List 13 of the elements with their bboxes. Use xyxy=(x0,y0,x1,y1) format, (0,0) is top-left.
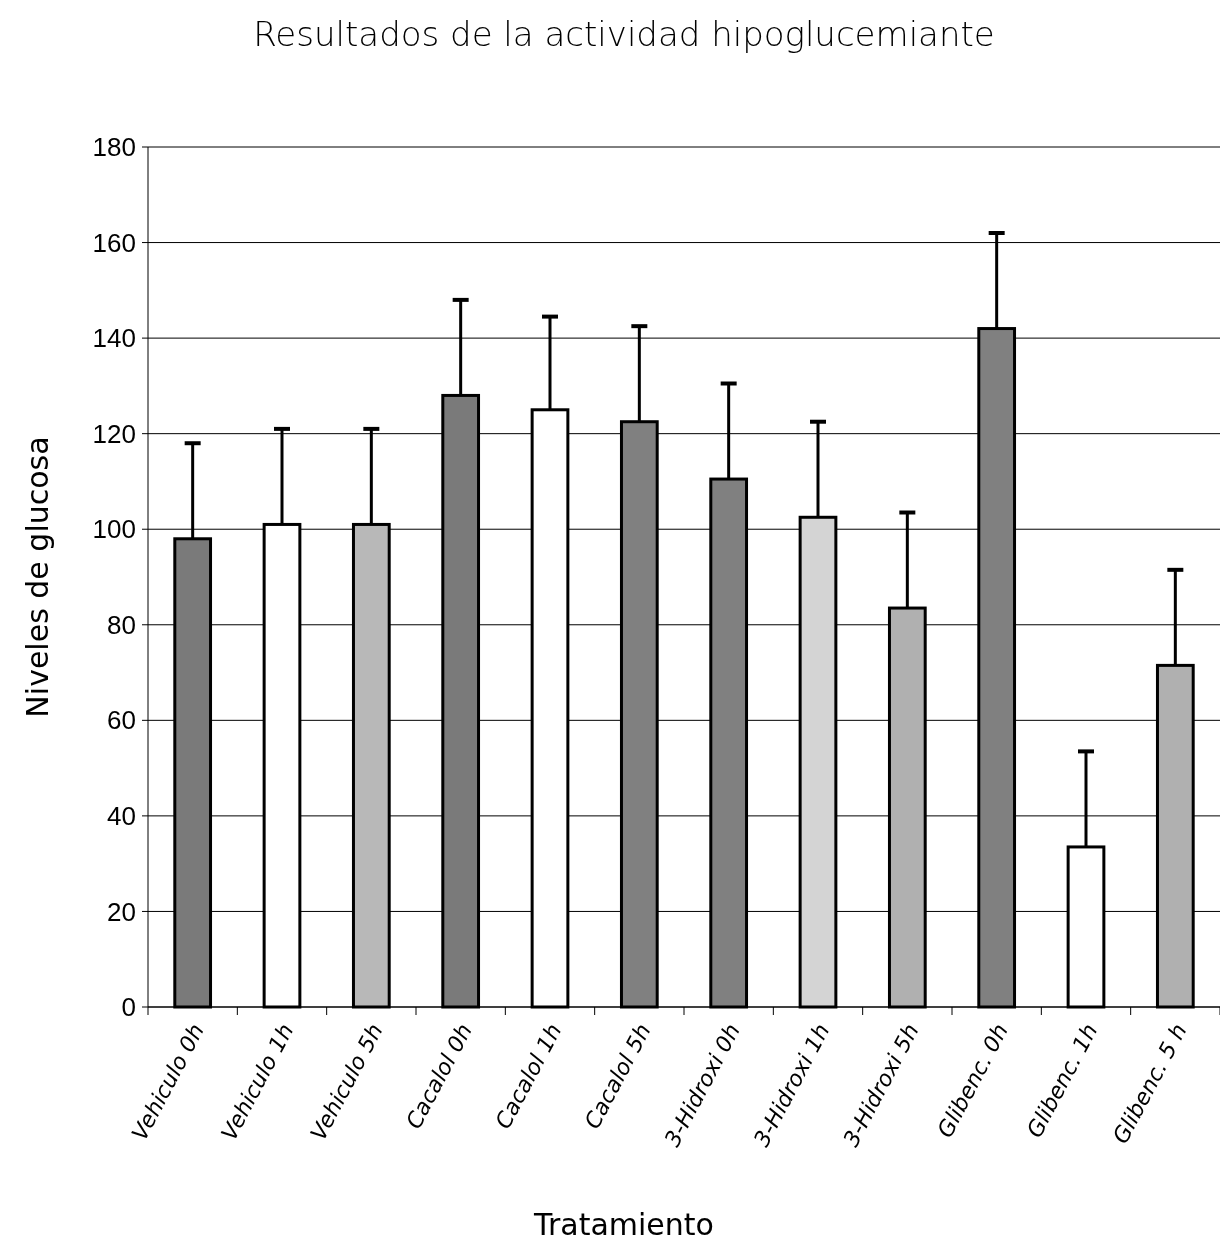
y-tick-label: 140 xyxy=(92,323,136,354)
y-tick-label: 80 xyxy=(107,609,136,640)
y-tick-label: 40 xyxy=(107,800,136,831)
chart-title: Resultados de la actividad hipoglucemiante xyxy=(253,14,995,54)
y-tick-label: 20 xyxy=(107,896,136,927)
y-axis-title: Niveles de glucosa xyxy=(20,436,55,718)
y-tick-label: 60 xyxy=(107,705,136,736)
y-tick-label: 160 xyxy=(92,227,136,258)
y-tick-label: 180 xyxy=(92,132,136,163)
y-tick-label: 120 xyxy=(92,418,136,449)
y-tick-label: 0 xyxy=(121,992,136,1023)
x-axis-title: Tratamiento xyxy=(533,1207,714,1242)
y-tick-label: 100 xyxy=(92,514,136,545)
